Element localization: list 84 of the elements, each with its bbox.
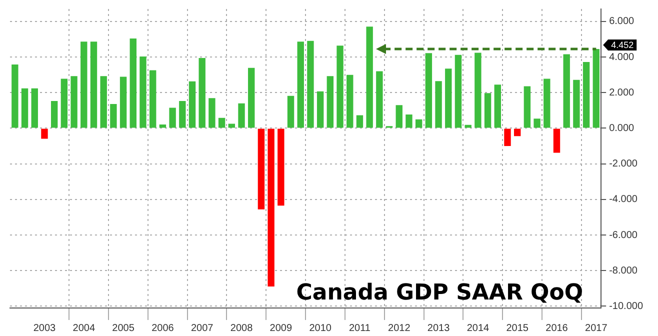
x-tick-label: 2015 bbox=[506, 322, 529, 334]
bar bbox=[454, 54, 462, 128]
x-tick-label: 2013 bbox=[427, 322, 450, 334]
bar bbox=[218, 118, 226, 128]
bar bbox=[592, 49, 600, 128]
bar bbox=[445, 68, 452, 128]
bar bbox=[12, 64, 18, 128]
bar bbox=[582, 62, 590, 128]
bar bbox=[90, 42, 98, 128]
bar bbox=[238, 103, 245, 128]
bar bbox=[563, 54, 570, 128]
bar bbox=[504, 128, 511, 146]
bar bbox=[307, 40, 314, 128]
bar bbox=[534, 118, 540, 128]
bar bbox=[346, 74, 354, 128]
bar bbox=[169, 108, 176, 128]
bar bbox=[100, 76, 107, 128]
bar bbox=[140, 56, 146, 128]
bar bbox=[159, 124, 166, 128]
bar bbox=[248, 68, 255, 128]
ref-line-label: 4.452 bbox=[611, 40, 634, 50]
bar bbox=[287, 96, 294, 128]
bar bbox=[297, 42, 304, 128]
bar bbox=[179, 101, 186, 128]
bar bbox=[484, 93, 492, 128]
y-tick-label: -6.000 bbox=[609, 230, 638, 241]
x-tick-label: 2017 bbox=[585, 322, 608, 334]
x-tick-label: 2004 bbox=[72, 322, 96, 334]
bar bbox=[268, 128, 274, 286]
bar bbox=[110, 104, 117, 128]
bar bbox=[336, 46, 344, 128]
y-tick-label: 4.000 bbox=[609, 52, 635, 63]
bar bbox=[366, 26, 373, 128]
bar bbox=[553, 128, 560, 153]
bar bbox=[208, 98, 216, 128]
bar bbox=[60, 78, 68, 128]
y-tick-label: -10.000 bbox=[609, 300, 644, 312]
bar bbox=[198, 58, 206, 128]
y-tick-label: -8.000 bbox=[609, 265, 638, 276]
bar bbox=[396, 105, 402, 128]
bar bbox=[415, 119, 422, 128]
bar bbox=[544, 78, 550, 128]
x-tick-label: 2010 bbox=[309, 322, 332, 334]
y-tick-label: 2.000 bbox=[609, 87, 635, 98]
bar bbox=[258, 128, 265, 210]
x-tick-label: 2008 bbox=[230, 322, 254, 334]
x-tick-label: 2012 bbox=[388, 322, 411, 334]
y-tick-label: -2.000 bbox=[609, 158, 638, 170]
x-tick-label: 2014 bbox=[466, 322, 490, 334]
bar bbox=[80, 42, 88, 128]
bar bbox=[41, 128, 48, 139]
bar bbox=[326, 76, 334, 128]
y-tick-label: 6.000 bbox=[609, 16, 635, 28]
bar bbox=[149, 70, 156, 128]
x-tick-label: 2016 bbox=[546, 322, 568, 334]
x-tick-label: 2007 bbox=[190, 322, 214, 334]
bar bbox=[435, 81, 442, 128]
bar bbox=[524, 86, 531, 128]
bar bbox=[464, 124, 472, 128]
bar bbox=[474, 52, 482, 128]
bar bbox=[188, 81, 196, 128]
bar bbox=[494, 84, 501, 128]
bar bbox=[50, 101, 58, 128]
bar bbox=[31, 88, 38, 128]
x-tick-label: 2003 bbox=[33, 322, 56, 334]
x-tick-label: 2011 bbox=[348, 322, 371, 334]
y-tick-label: -4.000 bbox=[609, 194, 638, 206]
bar bbox=[130, 38, 136, 128]
y-tick-label: 0.000 bbox=[609, 122, 635, 134]
bar bbox=[376, 71, 383, 128]
bar bbox=[356, 115, 364, 128]
bar bbox=[573, 80, 580, 128]
x-tick-label: 2006 bbox=[152, 322, 174, 334]
bar bbox=[406, 114, 412, 128]
bar bbox=[21, 88, 28, 128]
bar bbox=[514, 128, 521, 136]
text: Canada GDP SAAR QoQ bbox=[296, 280, 584, 306]
bar bbox=[425, 53, 432, 128]
bar bbox=[70, 76, 78, 128]
bar bbox=[316, 91, 324, 128]
x-tick-label: 2005 bbox=[112, 322, 135, 334]
bar bbox=[120, 76, 127, 128]
bar bbox=[278, 128, 284, 206]
x-tick-label: 2009 bbox=[270, 322, 292, 334]
